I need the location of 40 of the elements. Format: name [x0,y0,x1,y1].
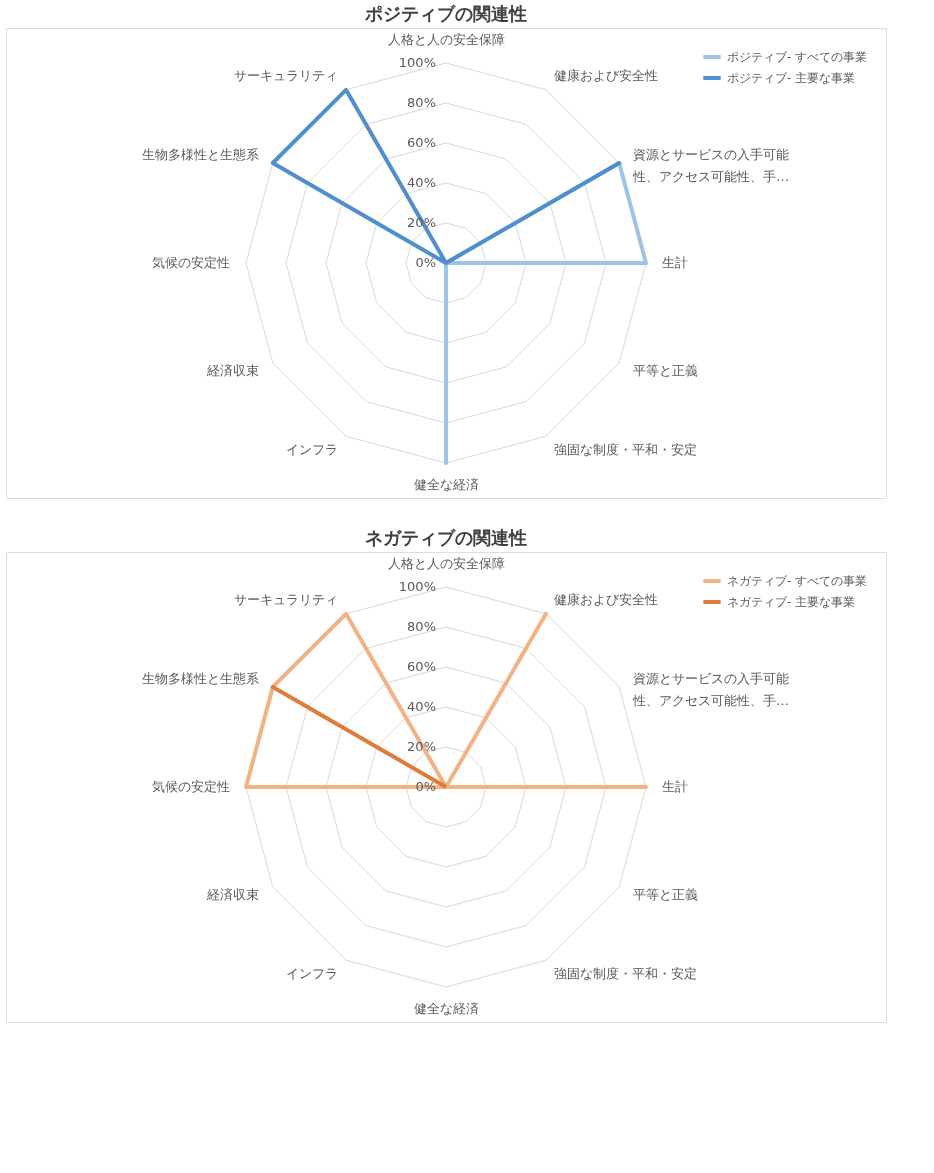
spoke-label: 人格と人の安全保障 [387,32,505,47]
legend-label: ネガティブ- 主要な事業 [727,595,856,609]
spoke-label: 人格と人の安全保障 [387,556,505,571]
chart-title: ネガティブの関連性 [365,527,527,548]
spoke-label: 生物多様性と生態系 [141,147,259,162]
y-tick-label: 100% [398,55,436,70]
y-tick-label: 60% [407,659,436,674]
y-tick-label: 80% [407,95,436,110]
spoke-label: 資源とサービスの入手可能性、アクセス可能性、手… [632,147,790,184]
chart-title: ポジティブの関連性 [364,3,527,24]
spoke-label: 資源とサービスの入手可能性、アクセス可能性、手… [632,671,790,708]
y-tick-label: 40% [407,699,436,714]
y-tick-label: 80% [407,619,436,634]
spoke-label: 気候の安定性 [152,255,230,270]
spoke-label: 生物多様性と生態系 [141,671,259,686]
spoke-label: 平等と正義 [633,887,699,902]
spoke-label: インフラ [286,442,338,458]
spoke-label: 健全な経済 [413,1001,479,1016]
spoke-label: サーキュラリティ [234,591,338,607]
spoke-label: サーキュラリティ [234,67,338,83]
spoke-label: 平等と正義 [633,363,699,378]
spoke-label: 生計 [662,779,688,794]
spoke-label: 経済収束 [205,363,259,378]
legend-label: ポジティブ- すべての事業 [727,50,868,64]
spoke-label: 健全な経済 [413,477,479,492]
y-tick-label: 40% [407,175,436,190]
legend-label: ネガティブ- すべての事業 [727,574,868,588]
spoke-label: インフラ [286,966,338,982]
spoke-label: 強固な制度・平和・安定 [554,966,697,982]
spoke-label: 生計 [662,255,688,270]
legend-label: ポジティブ- 主要な事業 [727,71,856,85]
y-tick-label: 0% [415,779,436,794]
spoke-label: 健康および安全性 [554,67,658,83]
spoke-label: 気候の安定性 [152,779,230,794]
spoke-label: 経済収束 [205,887,259,902]
y-tick-label: 60% [407,135,436,150]
y-tick-label: 0% [415,255,436,270]
spoke-label: 健康および安全性 [554,591,658,607]
spoke-label: 強固な制度・平和・安定 [554,442,697,458]
y-tick-label: 100% [398,579,436,594]
